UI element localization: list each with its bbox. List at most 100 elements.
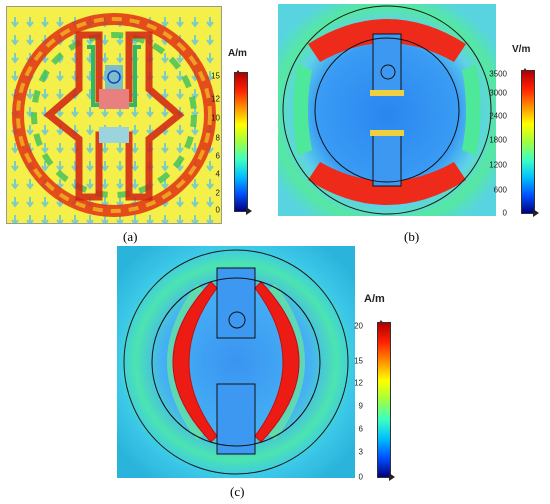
vector-arrow [11, 35, 19, 46]
vector-arrow [41, 143, 49, 154]
vector-arrow [56, 71, 64, 82]
vector-arrow [206, 161, 214, 172]
vector-arrow [116, 161, 124, 172]
tick-label: 12 [211, 94, 220, 104]
vector-arrow [11, 143, 19, 154]
vector-arrow [26, 17, 34, 28]
vector-arrow [176, 197, 184, 208]
scale-bottom-arrow [533, 209, 539, 217]
tick-label: 0 [215, 205, 220, 215]
vector-arrow [206, 179, 214, 190]
vector-arrow [41, 161, 49, 172]
surface-current-plot [6, 6, 222, 224]
vector-arrow [86, 161, 94, 172]
tick-label: 0 [502, 208, 507, 218]
tick-label: 2 [215, 188, 220, 198]
vector-arrow [191, 179, 199, 190]
scale-bottom-arrow [389, 473, 395, 481]
tick-label: 15 [211, 71, 220, 81]
vector-arrow [146, 107, 154, 118]
tick-label: 4 [215, 169, 220, 179]
color-scale [234, 70, 264, 215]
tick-label: 12 [354, 378, 363, 388]
panel-b: V/m 3500 3000 2400 1800 1200 600 0 (b) [272, 0, 550, 250]
tick-label: 10 [211, 113, 220, 123]
vector-arrow [86, 179, 94, 190]
tick-label: 15 [354, 356, 363, 366]
unit-label: A/m [364, 293, 385, 305]
vector-arrow [206, 197, 214, 208]
vector-arrow [131, 125, 139, 136]
tick-label: 8 [215, 133, 220, 143]
vector-arrow [176, 215, 184, 223]
vector-arrow [131, 107, 139, 118]
vector-arrow [161, 107, 169, 118]
vector-arrow [116, 143, 124, 154]
current-magnitude-map [117, 246, 355, 478]
tick-label: 1200 [489, 160, 507, 170]
tick-label: 0 [358, 472, 363, 482]
vector-arrow [101, 53, 109, 64]
vector-arrow [161, 53, 169, 64]
panel-caption: (a) [123, 229, 138, 244]
vector-arrow [101, 143, 109, 154]
vector-arrow [71, 107, 79, 118]
vector-arrow [161, 215, 169, 223]
vector-arrow [26, 215, 34, 223]
vector-arrow [206, 215, 214, 223]
surface-current-vectors [7, 7, 221, 223]
tick-label: 6 [358, 424, 363, 434]
vector-arrow [116, 179, 124, 190]
vector-arrow [11, 17, 19, 28]
vector-arrow [191, 35, 199, 46]
panel-c: A/m 20 15 12 9 6 3 0 (c) [112, 246, 402, 504]
vector-arrow [56, 17, 64, 28]
scale-bottom-arrow [246, 207, 252, 215]
unit-label: A/m [228, 48, 247, 59]
vector-arrow [11, 215, 19, 223]
vector-arrow [131, 179, 139, 190]
vector-arrow [26, 125, 34, 136]
vector-arrow [161, 143, 169, 154]
vector-arrow [56, 89, 64, 100]
vector-arrow [131, 215, 139, 223]
tick-label: 20 [354, 321, 363, 331]
vector-arrow [146, 215, 154, 223]
vector-arrow [86, 125, 94, 136]
vector-arrow [161, 89, 169, 100]
vector-arrow [11, 161, 19, 172]
tick-label: 3000 [489, 88, 507, 98]
vector-arrow [101, 179, 109, 190]
vector-arrow [176, 17, 184, 28]
vector-arrow [116, 53, 124, 64]
vector-arrow [101, 35, 109, 46]
vector-arrow [26, 89, 34, 100]
tick-label: 9 [358, 401, 363, 411]
tick-label: 3500 [489, 69, 507, 79]
color-scale [377, 320, 407, 482]
vector-arrow [206, 17, 214, 28]
vector-arrow [131, 161, 139, 172]
vector-arrow [11, 179, 19, 190]
vector-arrow [191, 215, 199, 223]
panel-a: A/m 15 12 10 8 6 4 2 0 (a) [0, 0, 260, 250]
vector-arrow [176, 71, 184, 82]
vector-arrow [26, 35, 34, 46]
vector-arrow [86, 143, 94, 154]
vector-arrow [41, 17, 49, 28]
vector-arrow [56, 143, 64, 154]
tick-label: 600 [493, 185, 507, 195]
color-scale [521, 68, 550, 217]
tick-label: 3 [358, 447, 363, 457]
vector-arrow [41, 125, 49, 136]
surface-current-magnitude-plot [117, 246, 355, 478]
vector-arrow [71, 215, 79, 223]
vector-arrow [41, 89, 49, 100]
vector-arrow [41, 197, 49, 208]
vector-arrow [11, 197, 19, 208]
vector-arrow [206, 53, 214, 64]
vector-arrow [56, 215, 64, 223]
vector-arrow [86, 215, 94, 223]
electric-field-map [278, 4, 496, 216]
vector-arrow [131, 143, 139, 154]
